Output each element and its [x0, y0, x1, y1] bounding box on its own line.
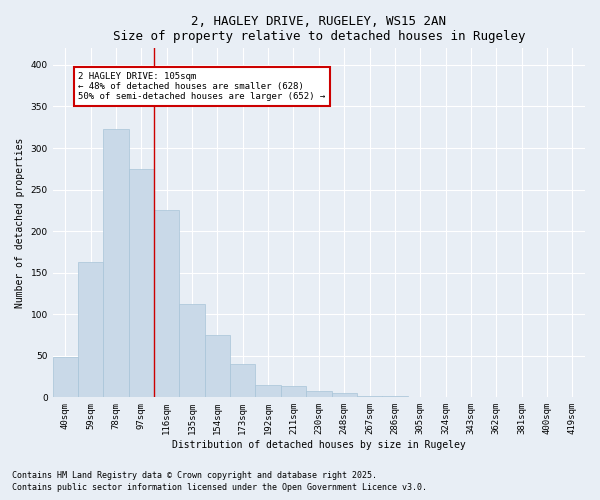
- Bar: [256, 385, 281, 398]
- Bar: [129, 169, 154, 398]
- Text: Contains public sector information licensed under the Open Government Licence v3: Contains public sector information licen…: [12, 483, 427, 492]
- Bar: [230, 364, 256, 398]
- Bar: [458, 396, 484, 398]
- Text: 2 HAGLEY DRIVE: 105sqm
← 48% of detached houses are smaller (628)
50% of semi-de: 2 HAGLEY DRIVE: 105sqm ← 48% of detached…: [78, 72, 325, 102]
- Bar: [53, 358, 78, 398]
- Bar: [281, 386, 306, 398]
- Bar: [332, 393, 357, 398]
- Bar: [357, 396, 382, 398]
- Bar: [78, 262, 103, 398]
- Bar: [306, 390, 332, 398]
- Y-axis label: Number of detached properties: Number of detached properties: [15, 138, 25, 308]
- Bar: [560, 396, 585, 398]
- Bar: [535, 396, 560, 398]
- Bar: [205, 335, 230, 398]
- Title: 2, HAGLEY DRIVE, RUGELEY, WS15 2AN
Size of property relative to detached houses : 2, HAGLEY DRIVE, RUGELEY, WS15 2AN Size …: [113, 15, 525, 43]
- Text: Contains HM Land Registry data © Crown copyright and database right 2025.: Contains HM Land Registry data © Crown c…: [12, 470, 377, 480]
- Bar: [382, 396, 407, 398]
- Bar: [179, 304, 205, 398]
- Bar: [103, 129, 129, 398]
- X-axis label: Distribution of detached houses by size in Rugeley: Distribution of detached houses by size …: [172, 440, 466, 450]
- Bar: [154, 210, 179, 398]
